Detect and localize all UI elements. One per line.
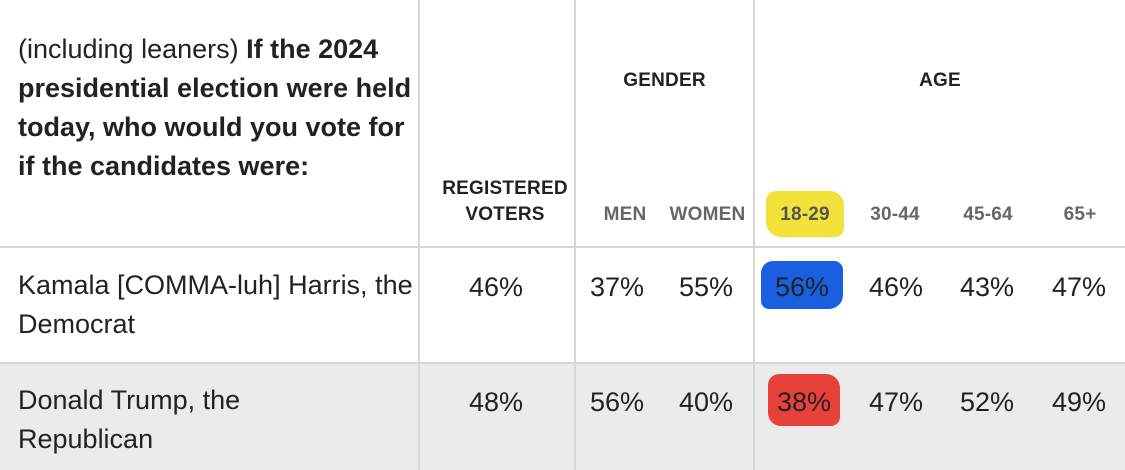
row-2-background: [0, 363, 1125, 470]
cell-trump-women: 40%: [678, 387, 734, 417]
header-divider: [0, 246, 1125, 248]
highlight-harris-18-29: [761, 261, 843, 309]
column-divider-2: [574, 0, 576, 470]
cell-trump-registered: 48%: [468, 387, 524, 417]
cell-harris-women: 55%: [678, 272, 734, 302]
row-divider: [0, 362, 1125, 364]
cell-harris-registered: 46%: [468, 272, 524, 302]
highlight-age-18-29-header: [766, 191, 844, 237]
cell-trump-men: 56%: [589, 387, 645, 417]
question-prefix: (including leaners): [18, 34, 239, 64]
cell-harris-45-64: 43%: [959, 272, 1015, 302]
highlight-trump-18-29: [768, 374, 840, 426]
cell-trump-65-plus: 49%: [1051, 387, 1107, 417]
cell-harris-30-44: 46%: [868, 272, 924, 302]
header-age-45-64: 45-64: [963, 204, 1013, 225]
cell-trump-45-64: 52%: [959, 387, 1015, 417]
cell-harris-men: 37%: [589, 272, 645, 302]
row-label-harris: Kamala [COMMA-luh] Harris, the Democrat: [18, 270, 413, 339]
header-men: MEN: [603, 204, 647, 225]
header-age-18-29: 18-29: [780, 204, 830, 225]
cell-trump-18-29: 38%: [776, 387, 832, 417]
cell-trump-30-44: 47%: [868, 387, 924, 417]
header-age-30-44: 30-44: [870, 204, 920, 225]
cell-harris-18-29: 56%: [774, 272, 830, 302]
header-age-65-plus: 65+: [1063, 204, 1097, 225]
header-registered-line2: VOTERS: [465, 204, 545, 225]
header-age: AGE: [919, 70, 961, 91]
header-registered-voters: REGISTERED VOTERS: [420, 176, 590, 228]
row-label-trump: Donald Trump, the Republican: [18, 385, 241, 454]
header-registered-line1: REGISTERED: [442, 178, 568, 199]
column-divider-1: [418, 0, 420, 470]
cell-harris-65-plus: 47%: [1051, 272, 1107, 302]
header-gender: GENDER: [623, 70, 706, 91]
question-text: (including leaners) If the 2024 presiden…: [18, 30, 413, 186]
question-main: If the 2024 presidential election were h…: [18, 34, 412, 181]
column-divider-3: [753, 0, 755, 470]
header-women: WOMEN: [669, 204, 746, 225]
